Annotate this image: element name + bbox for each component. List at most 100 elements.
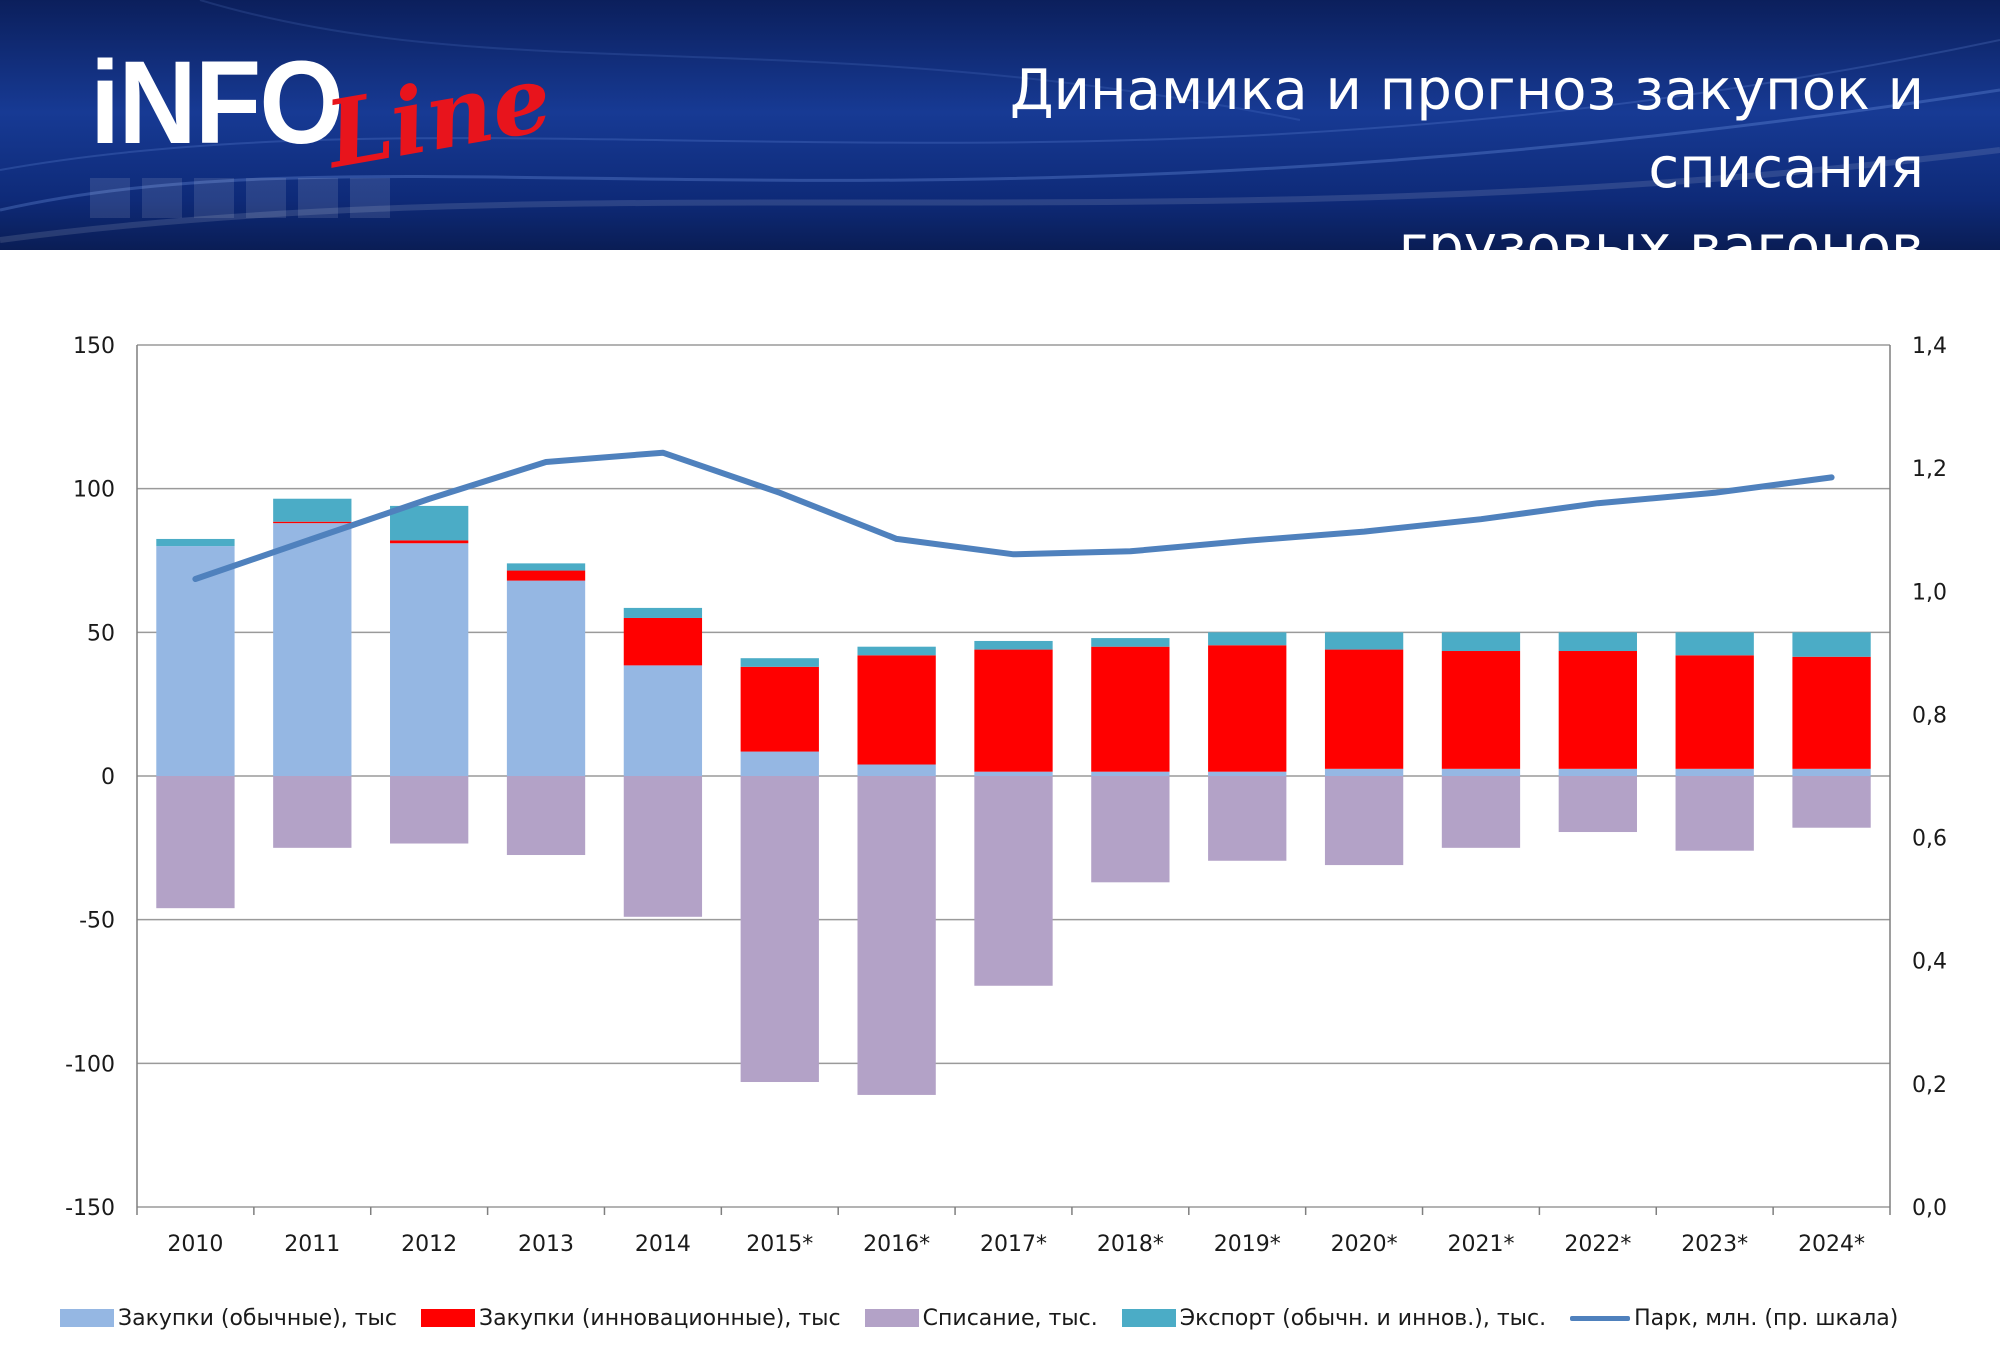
- park-point: [1127, 548, 1133, 554]
- x-tick-label: 2024*: [1798, 1232, 1865, 1257]
- park-point: [543, 459, 549, 465]
- bar-writeoff: [390, 776, 469, 844]
- bar-innovative: [1208, 645, 1287, 772]
- bar-writeoff: [1441, 776, 1521, 848]
- bar-innovative: [974, 649, 1053, 772]
- y2-tick-label: 1,2: [1912, 457, 1947, 482]
- infoline-logo: iNFO Line: [90, 38, 610, 218]
- bar-writeoff: [740, 776, 819, 1083]
- bar-writeoff: [623, 776, 703, 917]
- bar-writeoff: [1208, 776, 1287, 861]
- bar-regular: [156, 546, 235, 776]
- bar-export: [273, 498, 352, 522]
- bar-innovative: [1675, 655, 1754, 769]
- axes: [136, 345, 1891, 1215]
- y-tick-label: 150: [73, 334, 115, 359]
- bar-export: [1208, 632, 1287, 646]
- park-point: [192, 576, 198, 582]
- legend-item-innovative: Закупки (инновационные), тыс: [420, 1306, 841, 1331]
- legend-swatch-writeoff: [864, 1309, 919, 1327]
- y-tick-label: -100: [65, 1052, 115, 1077]
- bar-innovative: [1441, 651, 1521, 769]
- bar-writeoff: [506, 776, 586, 856]
- bar-regular: [1675, 768, 1754, 776]
- bar-export: [1558, 632, 1637, 652]
- y-tick-label: 0: [101, 765, 115, 790]
- legend-item-park: Парк, млн. (пр. шкала): [1570, 1306, 1898, 1331]
- y-tick-label: -50: [79, 909, 115, 934]
- tick-labels: 150 100 50 0 -50 -100 -150 1,4 1,2 1,0 0,8 0,6 0,4 0,…: [65, 334, 1947, 1257]
- logo-wordmark: iNFO: [90, 37, 344, 169]
- bar-innovative: [623, 617, 703, 666]
- bar-regular: [273, 523, 352, 776]
- bar-regular: [1792, 768, 1871, 776]
- bars: [156, 498, 1871, 1095]
- bar-export: [1675, 632, 1754, 656]
- bar-export: [156, 538, 235, 547]
- bar-export: [740, 658, 819, 667]
- bar-export: [974, 640, 1053, 650]
- y-tick-label: 100: [73, 478, 115, 503]
- bar-export: [1792, 632, 1871, 657]
- y2-tick-label: 0,2: [1912, 1073, 1947, 1098]
- park-point: [1595, 500, 1601, 506]
- legend-label-writeoff: Списание, тыс.: [922, 1305, 1098, 1331]
- bar-regular: [506, 580, 586, 776]
- legend-swatch-innovative: [420, 1309, 475, 1327]
- x-tick-label: 2014: [635, 1232, 691, 1257]
- bar-writeoff: [156, 776, 235, 909]
- bar-export: [390, 505, 469, 541]
- bar-innovative: [506, 570, 586, 581]
- park-line-layer: [192, 449, 1835, 582]
- bar-export: [1324, 632, 1404, 650]
- y2-tick-label: 0,0: [1912, 1196, 1947, 1221]
- bar-innovative: [273, 521, 352, 524]
- x-tick-label: 2013: [518, 1232, 574, 1257]
- bar-writeoff: [1792, 776, 1871, 828]
- park-point: [309, 536, 315, 542]
- x-tick-label: 2016*: [863, 1232, 930, 1257]
- bar-regular: [623, 665, 703, 776]
- page-title: Динамика и прогноз закупок и списания гр…: [1009, 58, 1924, 250]
- x-tick-label: 2017*: [980, 1232, 1047, 1257]
- banner-background-waves: [0, 0, 2000, 243]
- bar-writeoff: [273, 776, 352, 848]
- logo-reflection: [90, 178, 390, 218]
- bar-export: [857, 646, 936, 656]
- x-tick-label: 2019*: [1214, 1232, 1281, 1257]
- bar-innovative: [857, 655, 936, 765]
- bar-innovative: [1792, 656, 1871, 769]
- bar-regular: [857, 764, 936, 776]
- x-tick-label: 2018*: [1097, 1232, 1164, 1257]
- bar-export: [506, 563, 586, 571]
- legend-item-export: Экспорт (обычн. и иннов.), тыс.: [1121, 1305, 1547, 1331]
- y-tick-label: -150: [65, 1196, 115, 1221]
- legend-label-regular: Закупки (обычные), тыс: [118, 1305, 397, 1331]
- park-point: [426, 496, 432, 502]
- y2-tick-label: 0,8: [1912, 703, 1947, 728]
- park-point: [1244, 538, 1250, 544]
- y2-tick-label: 1,0: [1912, 580, 1947, 605]
- x-tick-label: 2015*: [746, 1232, 813, 1257]
- bar-innovative: [740, 666, 819, 752]
- bar-writeoff: [857, 776, 936, 1095]
- bar-regular: [974, 771, 1053, 776]
- bar-regular: [1208, 771, 1287, 776]
- y2-tick-label: 0,4: [1912, 950, 1947, 975]
- park-point: [1712, 490, 1718, 496]
- x-tick-label: 2023*: [1681, 1232, 1748, 1257]
- park-point: [894, 536, 900, 542]
- legend-label-export: Экспорт (обычн. и иннов.), тыс.: [1179, 1305, 1547, 1331]
- bar-innovative: [1558, 651, 1637, 769]
- x-tick-label: 2022*: [1564, 1232, 1631, 1257]
- legend-swatch-export: [1121, 1309, 1176, 1327]
- bar-regular: [740, 751, 819, 776]
- y2-tick-label: 0,6: [1912, 827, 1947, 852]
- bar-writeoff: [1091, 776, 1170, 883]
- bar-regular: [1558, 768, 1637, 776]
- park-point: [660, 450, 666, 456]
- bar-writeoff: [1675, 776, 1754, 851]
- park-point: [1011, 551, 1016, 557]
- bar-export: [1441, 632, 1521, 652]
- x-tick-label: 2012: [401, 1232, 457, 1257]
